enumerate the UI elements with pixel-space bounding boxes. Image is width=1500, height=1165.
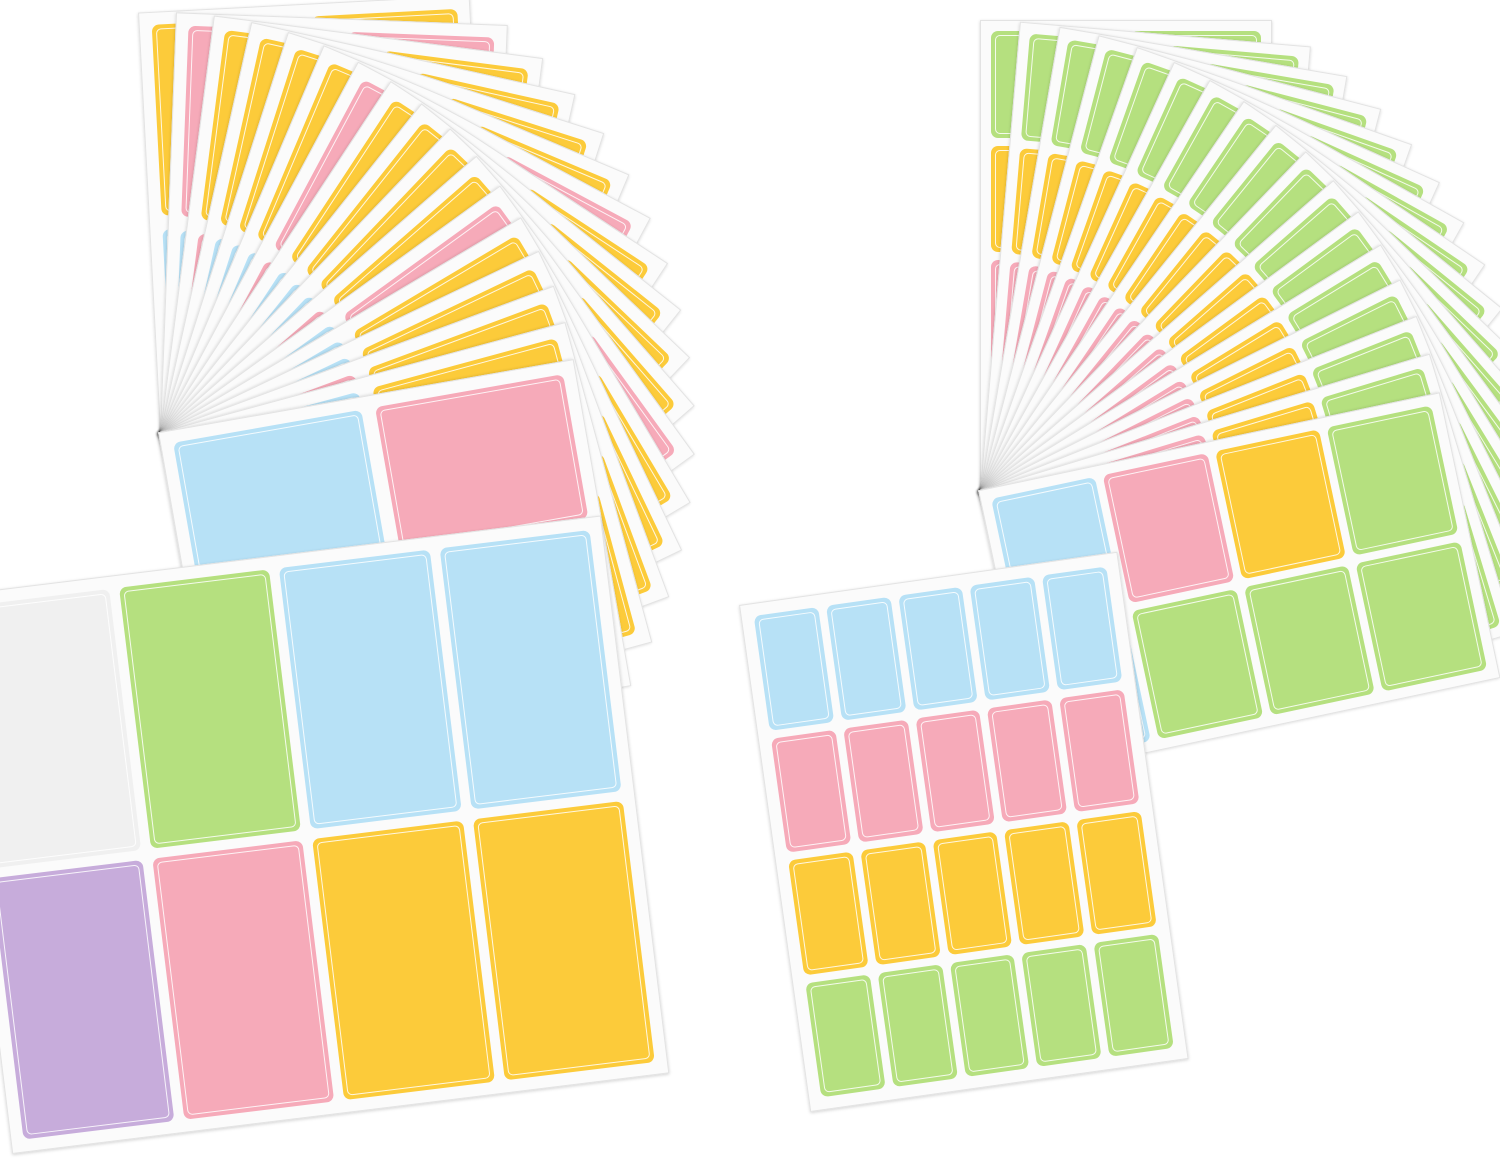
- sticker-label: [987, 698, 1068, 823]
- sticker-label: [472, 800, 655, 1081]
- sticker-label: [897, 586, 979, 711]
- sticker-label: [439, 529, 622, 810]
- right-fan-small-labels-sheet: [739, 551, 1189, 1112]
- sticker-label: [1093, 933, 1174, 1057]
- sticker-label: [151, 840, 335, 1120]
- sticker-label: [842, 719, 924, 843]
- sticker-label: [932, 831, 1013, 955]
- sticker-label: [949, 953, 1030, 1078]
- sticker-label: [1103, 452, 1235, 604]
- sticker-label: [118, 569, 301, 849]
- sticker-label: [1131, 588, 1264, 740]
- sticker-label: [1215, 429, 1347, 580]
- sticker-label: [312, 820, 495, 1101]
- sticker-label: [0, 859, 174, 1140]
- sticker-label: [915, 709, 996, 833]
- sticker-label: [1004, 821, 1085, 945]
- sticker-label: [1243, 565, 1376, 716]
- sticker-label: [1327, 405, 1459, 556]
- left-fan-large-labels-sheet: [0, 515, 670, 1154]
- sticker-label: [770, 729, 852, 853]
- sticker-label: [1042, 566, 1123, 690]
- sticker-label: [753, 607, 834, 731]
- sticker-label: [788, 851, 869, 975]
- sticker-label: [278, 549, 462, 830]
- sticker-label: [1076, 811, 1157, 935]
- sticker-label: [1021, 943, 1102, 1067]
- sticker-label: [0, 589, 141, 869]
- sticker-label: [1355, 541, 1488, 692]
- sticker-label: [860, 841, 941, 965]
- sticker-label: [805, 973, 886, 1098]
- sticker-label: [1059, 688, 1140, 813]
- sticker-label: [877, 963, 958, 1088]
- sticker-label: [969, 576, 1051, 701]
- sticker-label: [825, 596, 907, 721]
